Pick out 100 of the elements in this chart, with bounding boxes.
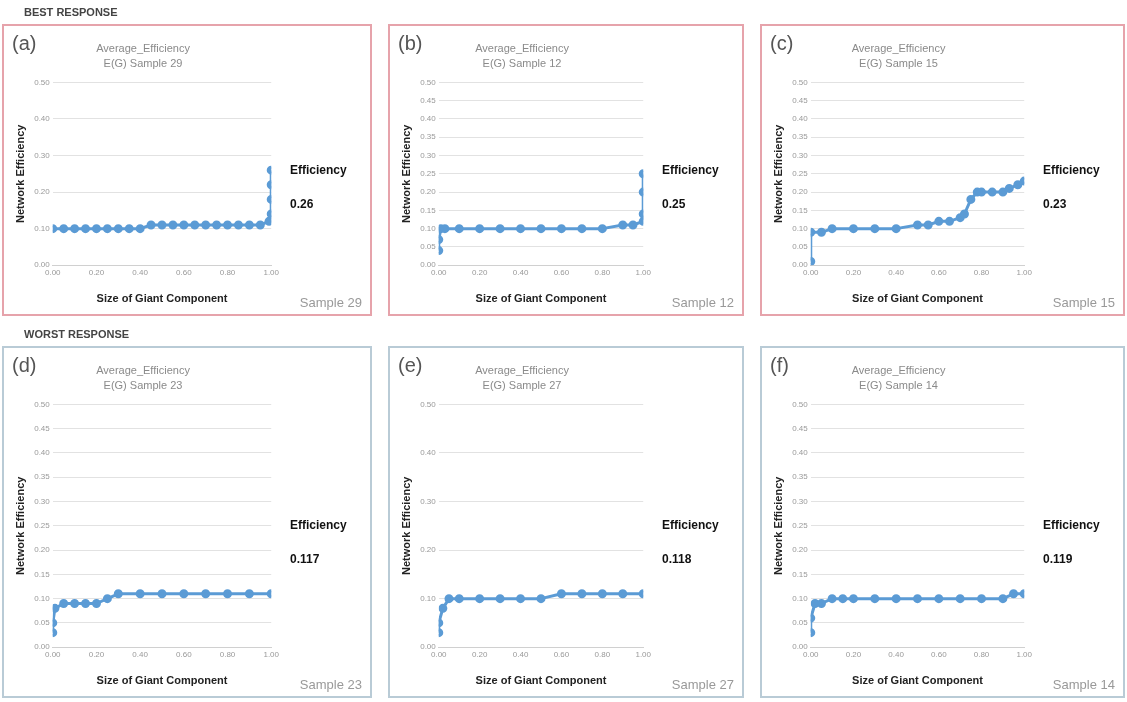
- y-tick-label: 0.50: [420, 399, 437, 409]
- x-tick-label: 1.00: [1016, 268, 1033, 278]
- x-tick-label: 0.40: [132, 650, 149, 660]
- y-axis-title: Network Efficiency: [399, 475, 412, 576]
- point: [934, 216, 944, 226]
- y-tick-label: 0.45: [34, 423, 51, 433]
- chart-title: Average_Efficiency: [96, 363, 191, 376]
- y-tick-label: 0.50: [34, 399, 51, 409]
- y-axis-title: Network Efficiency: [13, 123, 26, 224]
- y-tick-label: 0.40: [34, 448, 51, 458]
- chart-title: Average_Efficiency: [475, 41, 570, 54]
- point: [91, 224, 101, 234]
- x-tick-label: 0.60: [931, 268, 948, 278]
- point: [998, 187, 1008, 197]
- y-tick-label: 0.20: [420, 545, 437, 555]
- point: [597, 224, 607, 234]
- text: (b): [398, 32, 423, 54]
- text: Efficiency: [662, 517, 719, 532]
- chart-subtitle: E(G) Sample 12: [482, 56, 562, 69]
- x-tick-label: 1.00: [635, 268, 652, 278]
- y-tick-label: 0.10: [792, 223, 809, 233]
- chart-title: Average_Efficiency: [96, 41, 191, 54]
- y-tick-label: 0.45: [792, 423, 809, 433]
- point: [113, 224, 123, 234]
- y-tick-label: 0.20: [34, 187, 51, 197]
- y-tick-label: 0.15: [34, 569, 51, 579]
- y-tick-label: 0.30: [34, 150, 51, 160]
- x-tick-label: 0.40: [888, 650, 905, 660]
- y-tick-label: 0.45: [792, 95, 809, 105]
- point: [244, 589, 254, 599]
- point: [977, 594, 987, 604]
- x-tick-label: 0.80: [973, 650, 990, 660]
- text: (c): [770, 32, 794, 54]
- y-tick-label: 0.20: [34, 545, 51, 555]
- point: [52, 603, 60, 613]
- point: [59, 599, 69, 608]
- y-tick-label: 0.05: [420, 242, 437, 252]
- point: [264, 216, 272, 226]
- point: [955, 594, 965, 604]
- point: [113, 589, 123, 599]
- x-tick-label: 0.40: [132, 268, 149, 278]
- point: [179, 589, 189, 599]
- chart-title: Average_Efficiency: [851, 363, 946, 376]
- text: Efficiency: [290, 517, 347, 532]
- point: [827, 594, 837, 604]
- y-tick-label: 0.40: [34, 114, 51, 124]
- y-tick-label: 0.50: [34, 77, 51, 87]
- x-tick-label: 1.00: [263, 650, 280, 660]
- x-tick-label: 0.80: [973, 268, 990, 278]
- text: Efficiency: [290, 162, 347, 177]
- y-tick-label: 0.25: [34, 521, 51, 530]
- x-axis-title: Size of Giant Component: [96, 292, 228, 305]
- point: [70, 599, 80, 608]
- x-tick-label: 0.20: [88, 650, 105, 660]
- text: Efficiency: [662, 162, 719, 177]
- chart-title: Average_Efficiency: [475, 363, 570, 376]
- y-tick-label: 0.05: [792, 618, 809, 628]
- text: Sample 14: [1052, 677, 1115, 692]
- x-tick-label: 0.00: [44, 650, 62, 660]
- y-tick-label: 0.50: [792, 77, 809, 87]
- point: [516, 594, 526, 604]
- y-tick-label: 0.40: [420, 448, 437, 458]
- x-axis-title: Size of Giant Component: [475, 292, 607, 305]
- text: Sample 27: [671, 677, 734, 692]
- y-axis-title: Network Efficiency: [399, 123, 412, 224]
- y-tick-label: 0.10: [34, 223, 51, 233]
- y-tick-label: 0.40: [792, 448, 809, 458]
- point: [959, 209, 969, 219]
- point: [923, 220, 933, 230]
- point: [495, 224, 505, 234]
- x-tick-label: 0.20: [88, 268, 105, 278]
- x-tick-label: 0.20: [471, 268, 488, 278]
- point: [891, 224, 901, 234]
- point: [102, 224, 112, 234]
- point: [597, 589, 607, 599]
- y-tick-label: 0.05: [792, 242, 809, 252]
- point: [816, 227, 826, 237]
- point: [536, 594, 546, 604]
- text: Sample 29: [299, 295, 362, 310]
- text: 0.117: [290, 551, 320, 566]
- point: [201, 589, 211, 599]
- point: [912, 594, 922, 604]
- point: [81, 224, 91, 234]
- point: [495, 594, 505, 604]
- text: Sample 23: [299, 677, 362, 692]
- x-tick-label: 0.00: [802, 268, 820, 278]
- y-tick-label: 0.05: [34, 618, 51, 628]
- text: 0.119: [1043, 551, 1073, 566]
- text: (a): [12, 32, 37, 54]
- point: [827, 224, 837, 234]
- point: [810, 599, 820, 608]
- x-tick-label: 0.00: [430, 650, 448, 660]
- y-axis-title: Network Efficiency: [771, 123, 784, 224]
- point: [212, 220, 222, 230]
- point: [179, 220, 189, 230]
- point: [438, 603, 448, 613]
- y-tick-label: 0.10: [420, 223, 437, 233]
- x-tick-label: 0.60: [176, 268, 193, 278]
- chart-title: Average_Efficiency: [851, 41, 946, 54]
- y-tick-label: 0.20: [792, 545, 809, 555]
